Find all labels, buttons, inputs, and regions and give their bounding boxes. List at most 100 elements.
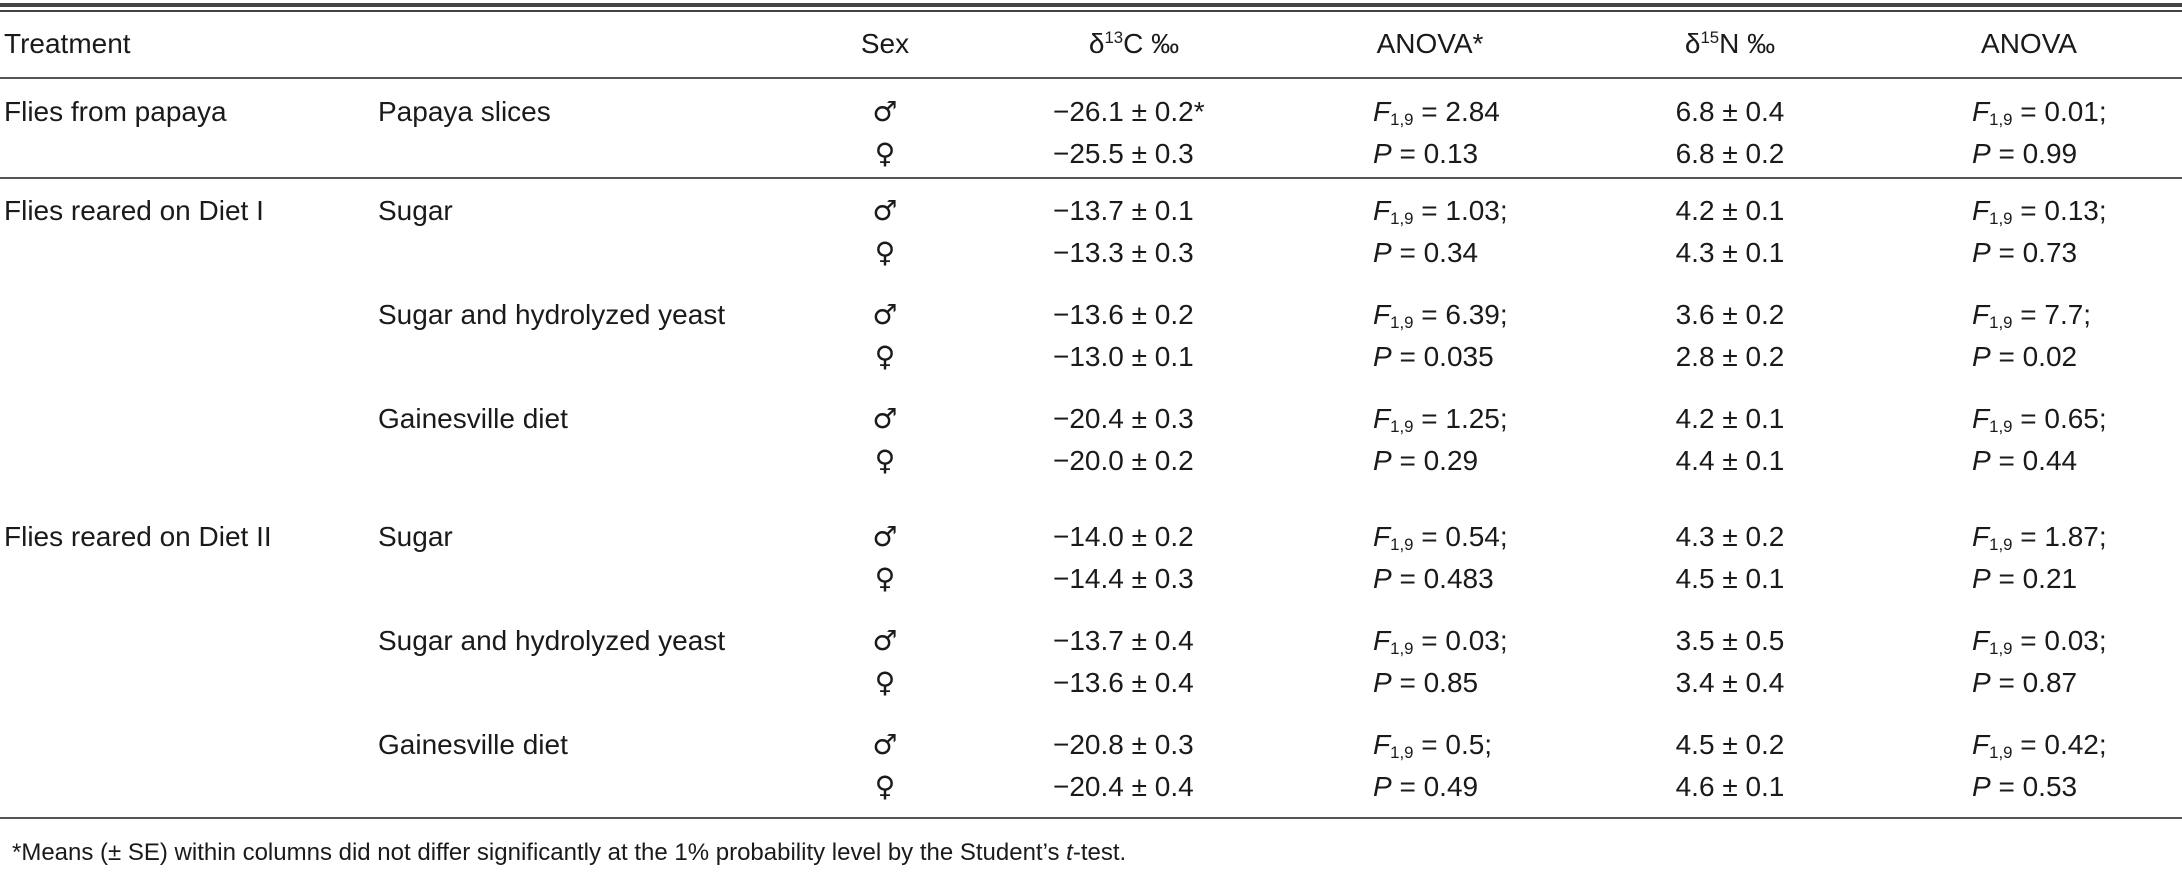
stat-value: = 1.25; xyxy=(1421,403,1508,434)
footnote: *Means (± SE) within columns did not dif… xyxy=(12,839,1127,866)
stat-value: = 0.29 xyxy=(1399,445,1479,476)
header-n15: δ15N ‰ xyxy=(1684,27,1776,59)
stat-value: = 0.03; xyxy=(1421,625,1508,656)
anova-cell: P = 0.02 xyxy=(1972,339,2077,375)
stat-value: = 2.84 xyxy=(1421,96,1500,127)
male-symbol: ♂ xyxy=(872,298,898,331)
stat-symbol: F xyxy=(1972,403,1990,434)
header-treatment: Treatment xyxy=(4,28,131,59)
stat-value: = 0.42; xyxy=(2020,729,2107,760)
c13-value: −13.6 ± 0.2 xyxy=(1053,299,1194,330)
c13-value: −13.6 ± 0.4 xyxy=(1053,667,1194,698)
stat-symbol: P xyxy=(1373,563,1392,594)
degrees-of-freedom: 1,9 xyxy=(1390,110,1414,130)
degrees-of-freedom: 1,9 xyxy=(1390,743,1414,763)
female-symbol: ♀ xyxy=(874,444,896,477)
c13-value: −20.0 ± 0.2 xyxy=(1053,445,1194,476)
stat-symbol: F xyxy=(1972,729,1990,760)
diet-label: Gainesville diet xyxy=(378,729,568,760)
stat-symbol: P xyxy=(1373,237,1392,268)
n15-value: 2.8 ± 0.2 xyxy=(1675,341,1785,372)
top-rule xyxy=(0,3,2182,7)
stat-symbol: F xyxy=(1972,299,1990,330)
stat-value: = 0.5; xyxy=(1421,729,1493,760)
stat-value: = 0.34 xyxy=(1399,237,1479,268)
anova-cell: F1,9 = 1.03; xyxy=(1373,193,1508,229)
stat-value: = 0.73 xyxy=(1998,237,2078,268)
n15-value: 3.6 ± 0.2 xyxy=(1675,299,1785,330)
stat-value: = 0.13 xyxy=(1399,138,1479,169)
anova-cell: P = 0.13 xyxy=(1373,136,1478,172)
diet-label: Sugar and hydrolyzed yeast xyxy=(378,299,726,330)
female-symbol: ♀ xyxy=(874,137,896,170)
c13-value: −20.8 ± 0.3 xyxy=(1053,729,1194,760)
stat-symbol: P xyxy=(1972,771,1991,802)
stat-value: = 0.03; xyxy=(2020,625,2107,656)
stat-value: = 0.44 xyxy=(1998,445,2078,476)
stat-symbol: F xyxy=(1373,96,1391,127)
stat-value: = 0.49 xyxy=(1399,771,1479,802)
c13-value: −14.4 ± 0.3 xyxy=(1053,563,1194,594)
c13-value: −25.5 ± 0.3 xyxy=(1053,138,1194,169)
stat-value: = 1.03; xyxy=(1421,195,1508,226)
anova-cell: F1,9 = 6.39; xyxy=(1373,297,1508,333)
degrees-of-freedom: 1,9 xyxy=(1989,110,2013,130)
c13-value: −13.3 ± 0.3 xyxy=(1053,237,1194,268)
stat-symbol: F xyxy=(1373,403,1391,434)
stat-value: = 0.02 xyxy=(1998,341,2078,372)
stat-symbol: F xyxy=(1373,521,1391,552)
degrees-of-freedom: 1,9 xyxy=(1989,417,2013,437)
degrees-of-freedom: 1,9 xyxy=(1390,417,1414,437)
header-c13: δ13C ‰ xyxy=(1088,27,1180,59)
anova-cell: P = 0.035 xyxy=(1373,339,1494,375)
diet-label: Sugar xyxy=(378,195,453,226)
c13-value: −13.7 ± 0.4 xyxy=(1053,625,1194,656)
header-rule xyxy=(0,77,2182,79)
anova-cell: P = 0.85 xyxy=(1373,665,1478,701)
stat-symbol: F xyxy=(1373,195,1391,226)
stat-value: = 0.035 xyxy=(1399,341,1494,372)
c13-value: −13.0 ± 0.1 xyxy=(1053,341,1194,372)
stat-value: = 0.87 xyxy=(1998,667,2078,698)
stat-symbol: F xyxy=(1972,521,1990,552)
n15-value: 3.5 ± 0.5 xyxy=(1675,625,1785,656)
n15-value: 4.6 ± 0.1 xyxy=(1675,771,1785,802)
anova-cell: P = 0.44 xyxy=(1972,443,2077,479)
section-rule xyxy=(0,177,2182,179)
anova-cell: P = 0.483 xyxy=(1373,561,1494,597)
female-symbol: ♀ xyxy=(874,340,896,373)
male-symbol: ♂ xyxy=(872,194,898,227)
n15-value: 4.5 ± 0.2 xyxy=(1675,729,1785,760)
stat-symbol: P xyxy=(1972,341,1991,372)
anova-cell: F1,9 = 0.65; xyxy=(1972,401,2107,437)
stat-symbol: F xyxy=(1972,195,1990,226)
anova-cell: P = 0.73 xyxy=(1972,235,2077,271)
degrees-of-freedom: 1,9 xyxy=(1390,313,1414,333)
stat-value: = 0.01; xyxy=(2020,96,2107,127)
male-symbol: ♂ xyxy=(872,624,898,657)
stat-symbol: P xyxy=(1373,138,1392,169)
stat-symbol: P xyxy=(1972,138,1991,169)
stat-value: = 0.21 xyxy=(1998,563,2078,594)
stat-value: = 0.13; xyxy=(2020,195,2107,226)
degrees-of-freedom: 1,9 xyxy=(1989,743,2013,763)
stat-value: = 6.39; xyxy=(1421,299,1508,330)
stat-value: = 0.85 xyxy=(1399,667,1479,698)
anova-cell: F1,9 = 0.01; xyxy=(1972,94,2107,130)
n15-value: 4.3 ± 0.1 xyxy=(1675,237,1785,268)
anova-cell: F1,9 = 0.54; xyxy=(1373,519,1508,555)
degrees-of-freedom: 1,9 xyxy=(1989,639,2013,659)
n15-value: 4.5 ± 0.1 xyxy=(1675,563,1785,594)
c13-value: −26.1 ± 0.2* xyxy=(1053,96,1205,127)
female-symbol: ♀ xyxy=(874,770,896,803)
diet-label: Papaya slices xyxy=(378,96,551,127)
treatment-group: Flies reared on Diet II xyxy=(4,521,272,552)
stat-symbol: P xyxy=(1972,237,1991,268)
anova-cell: P = 0.53 xyxy=(1972,769,2077,805)
diet-label: Sugar xyxy=(378,521,453,552)
anova-cell: F1,9 = 0.42; xyxy=(1972,727,2107,763)
stat-symbol: P xyxy=(1972,563,1991,594)
anova-cell: F1,9 = 0.03; xyxy=(1972,623,2107,659)
treatment-group: Flies from papaya xyxy=(4,96,227,127)
header-anova-n15: ANOVA xyxy=(1981,28,2077,59)
